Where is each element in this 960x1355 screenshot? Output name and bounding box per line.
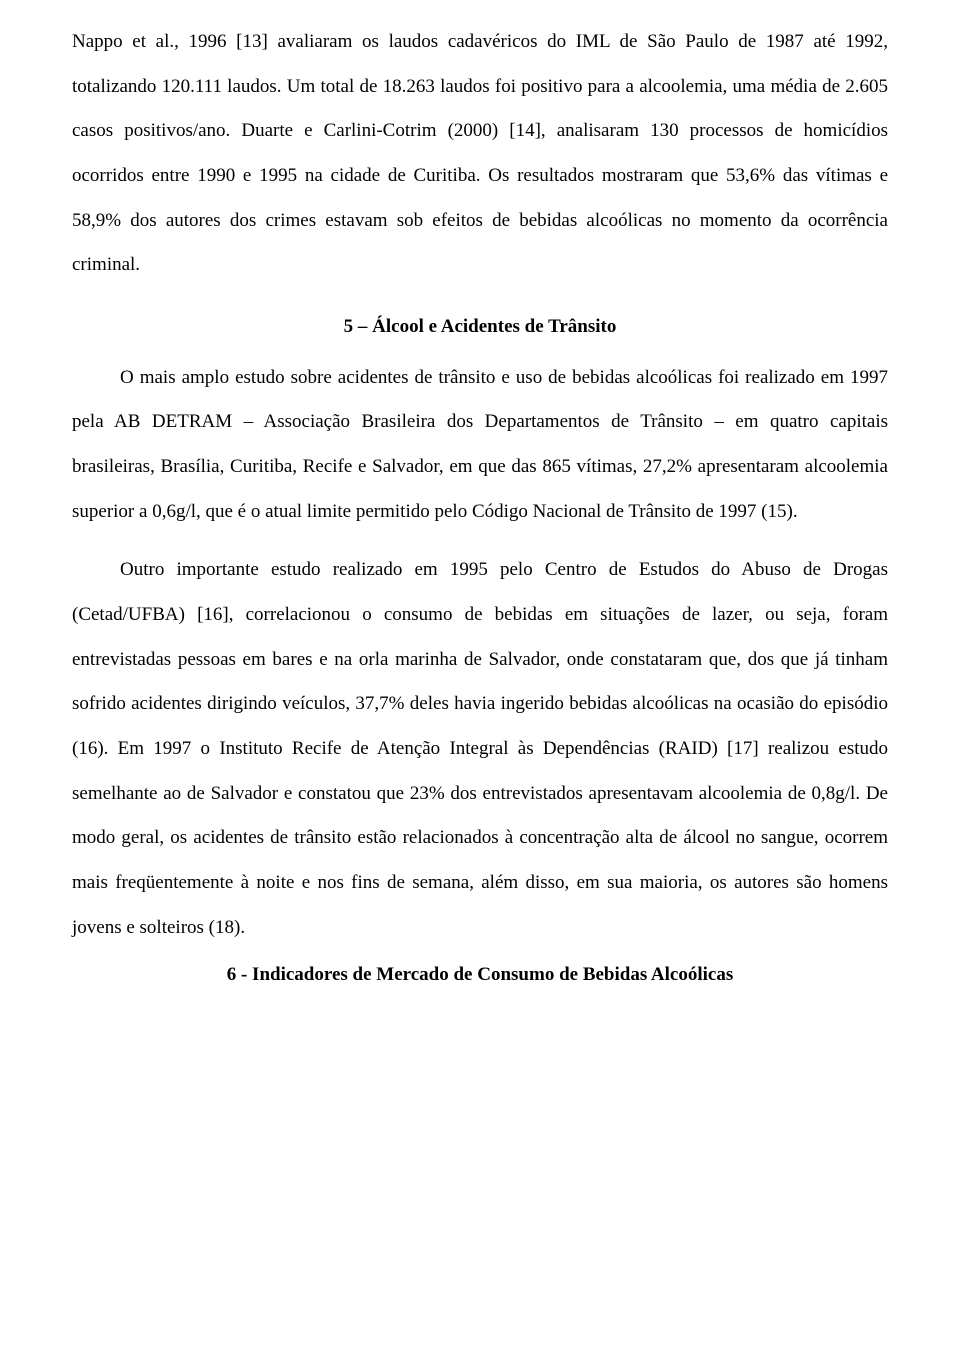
paragraph-1: Nappo et al., 1996 [13] avaliaram os lau… (72, 20, 888, 288)
section-heading-6: 6 - Indicadores de Mercado de Consumo de… (72, 964, 888, 986)
section-heading-5: 5 – Álcool e Acidentes de Trânsito (72, 316, 888, 338)
paragraph-3: Outro importante estudo realizado em 199… (72, 548, 888, 950)
paragraph-2: O mais amplo estudo sobre acidentes de t… (72, 356, 888, 535)
document-page: Nappo et al., 1996 [13] avaliaram os lau… (0, 0, 960, 1026)
